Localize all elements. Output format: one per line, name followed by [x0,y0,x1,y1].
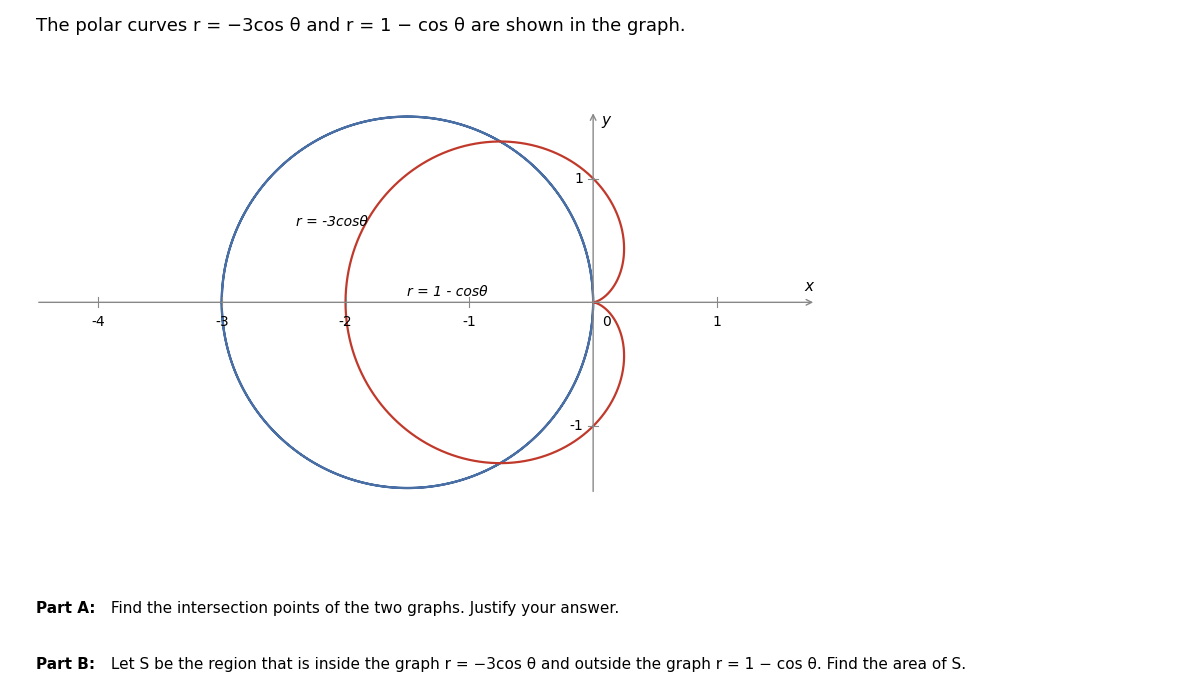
Text: -1: -1 [570,419,583,433]
Text: 1: 1 [713,315,721,329]
Text: The polar curves r = −3cos θ and r = 1 − cos θ are shown in the graph.: The polar curves r = −3cos θ and r = 1 −… [36,17,685,35]
Text: -2: -2 [338,315,353,329]
Text: Part B:: Part B: [36,657,95,672]
Text: Let S be the region that is inside the graph r = −3cos θ and outside the graph r: Let S be the region that is inside the g… [106,657,966,672]
Text: 1: 1 [575,172,583,186]
Text: -1: -1 [462,315,476,329]
Text: r = 1 - cosθ: r = 1 - cosθ [408,286,488,300]
Text: -4: -4 [91,315,104,329]
Text: r = -3cosθ: r = -3cosθ [296,215,368,229]
Text: x: x [804,279,814,294]
Text: -3: -3 [215,315,228,329]
Text: Part A:: Part A: [36,601,96,616]
Text: y: y [602,113,611,128]
Text: Find the intersection points of the two graphs. Justify your answer.: Find the intersection points of the two … [106,601,619,616]
Text: 0: 0 [602,315,611,329]
